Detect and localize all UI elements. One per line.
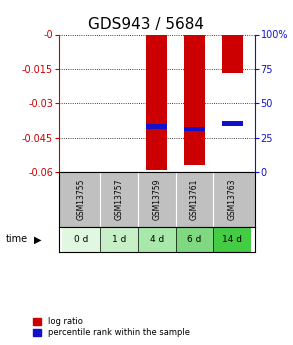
Bar: [222, 34, 243, 73]
Text: 1 d: 1 d: [112, 235, 126, 244]
Bar: [138, 227, 176, 252]
Text: GSM13761: GSM13761: [190, 179, 199, 220]
Bar: [176, 227, 213, 252]
Legend: log ratio, percentile rank within the sample: log ratio, percentile rank within the sa…: [33, 317, 190, 337]
Bar: [184, 34, 205, 165]
Text: GDS943 / 5684: GDS943 / 5684: [88, 17, 205, 32]
Bar: [222, 121, 243, 126]
Text: ▶: ▶: [34, 234, 42, 244]
Bar: [146, 34, 167, 170]
Text: 6 d: 6 d: [187, 235, 202, 244]
Bar: [213, 227, 251, 252]
Bar: [146, 124, 167, 129]
Bar: [100, 227, 138, 252]
Text: 0 d: 0 d: [74, 235, 88, 244]
Text: GSM13757: GSM13757: [115, 179, 124, 220]
Text: GSM13759: GSM13759: [152, 179, 161, 220]
Bar: [62, 227, 100, 252]
Text: GSM13755: GSM13755: [77, 179, 86, 220]
Text: time: time: [6, 234, 28, 244]
Text: 14 d: 14 d: [222, 235, 242, 244]
Text: GSM13763: GSM13763: [228, 179, 237, 220]
Bar: [184, 127, 205, 131]
Text: 4 d: 4 d: [150, 235, 164, 244]
